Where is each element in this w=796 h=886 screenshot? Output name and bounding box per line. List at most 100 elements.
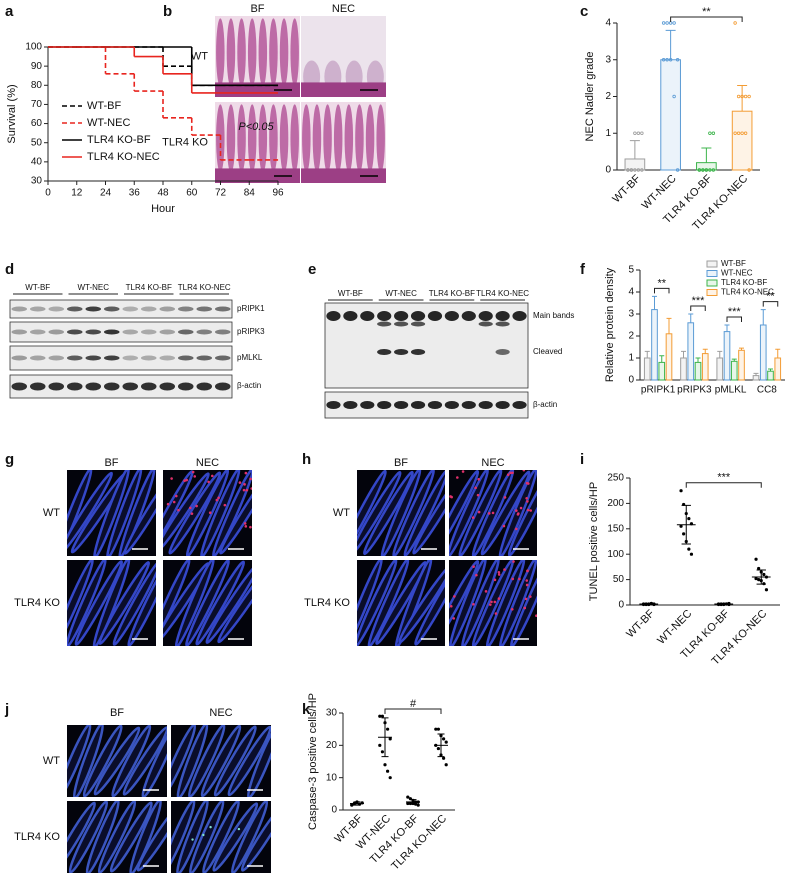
villus (365, 104, 375, 173)
blot-band (85, 382, 102, 391)
stain (484, 590, 488, 593)
stain (243, 522, 247, 525)
data-point (701, 168, 705, 172)
muscle-layer (301, 168, 386, 183)
x-tick-label: pRIPK3 (677, 385, 712, 396)
column-label: NEC (332, 3, 355, 15)
band-label: Cleaved (533, 347, 562, 356)
villus (67, 801, 97, 873)
stain (456, 476, 459, 479)
legend-label: WT-NEC (721, 269, 753, 278)
x-tick-label: 12 (71, 188, 83, 199)
data-point (736, 94, 741, 99)
error-bar (702, 348, 708, 354)
stain (475, 573, 478, 577)
blot-band (177, 306, 194, 312)
villus (122, 726, 167, 796)
stain (472, 602, 475, 606)
data-point (754, 576, 758, 581)
stain (525, 496, 528, 500)
data-point (626, 168, 630, 172)
blot-band (140, 355, 157, 361)
blot-band (495, 349, 510, 355)
villus (279, 18, 289, 87)
villus (357, 471, 402, 555)
error-bar (760, 309, 766, 325)
y-tick-label: 60 (31, 118, 43, 129)
data-point (406, 801, 410, 806)
stain (515, 509, 518, 512)
blot-membrane (9, 299, 233, 319)
villus (85, 801, 120, 873)
blot-band (122, 382, 139, 391)
blot-band (478, 321, 493, 327)
data-point (697, 168, 702, 172)
villus (97, 801, 137, 873)
blot-band (196, 355, 213, 361)
data-point (733, 21, 737, 25)
micrograph (449, 470, 537, 556)
villus (398, 562, 445, 644)
villus (357, 470, 387, 556)
blot-band (461, 311, 476, 321)
stain (514, 527, 518, 531)
y-tick-label: 80 (31, 80, 43, 91)
blot-band (177, 329, 194, 335)
blot-band (103, 382, 120, 391)
bar (723, 331, 731, 381)
micrograph (163, 470, 252, 556)
column-label: NEC (209, 707, 232, 719)
stain (518, 577, 521, 581)
y-tick-label: 100 (25, 42, 42, 53)
villus (240, 802, 271, 872)
stain (529, 509, 533, 512)
significance-bracket (690, 305, 706, 311)
stain (525, 579, 529, 582)
sd-bar (719, 602, 729, 605)
row-label: TLR4 KO (14, 831, 60, 843)
data-point (672, 94, 676, 99)
stain (477, 477, 481, 481)
stain (526, 500, 529, 503)
data-point (733, 131, 737, 135)
stain (493, 600, 497, 604)
villus (136, 802, 167, 872)
blot-band (478, 311, 493, 321)
villus (111, 725, 152, 797)
x-tick-label: 24 (100, 188, 112, 199)
stain (517, 512, 520, 515)
stain (461, 470, 465, 473)
bar (660, 59, 681, 171)
legend-swatch (706, 260, 718, 268)
data-point (762, 572, 766, 577)
villus (67, 725, 92, 797)
data-point (444, 740, 448, 744)
panel-letter: c (580, 3, 588, 20)
legend-swatch (706, 279, 718, 287)
data-point (668, 21, 673, 25)
blot-band (410, 321, 426, 327)
data-point (682, 532, 686, 536)
lane-group-label: TLR4 KO-BF (126, 283, 172, 292)
row-label: WT (43, 507, 60, 519)
data-point (708, 131, 712, 135)
data-point (380, 714, 384, 718)
villus (449, 470, 489, 556)
y-tick-label: 3 (605, 54, 611, 65)
blot-band (512, 401, 527, 409)
column-label: NEC (481, 457, 504, 469)
significance-label: # (410, 698, 417, 710)
stain (476, 493, 480, 497)
data-point (665, 21, 669, 25)
villus (471, 560, 515, 646)
legend-label: TLR4 KO-BF (721, 278, 767, 287)
error-bar (665, 29, 676, 60)
stain (209, 825, 212, 829)
blot-band (343, 401, 358, 409)
data-point (687, 547, 691, 551)
y-tick-label: 0 (331, 805, 337, 816)
y-tick-label: 250 (607, 473, 624, 484)
data-point (747, 94, 751, 99)
villus (414, 560, 445, 646)
blot-band (394, 401, 409, 409)
